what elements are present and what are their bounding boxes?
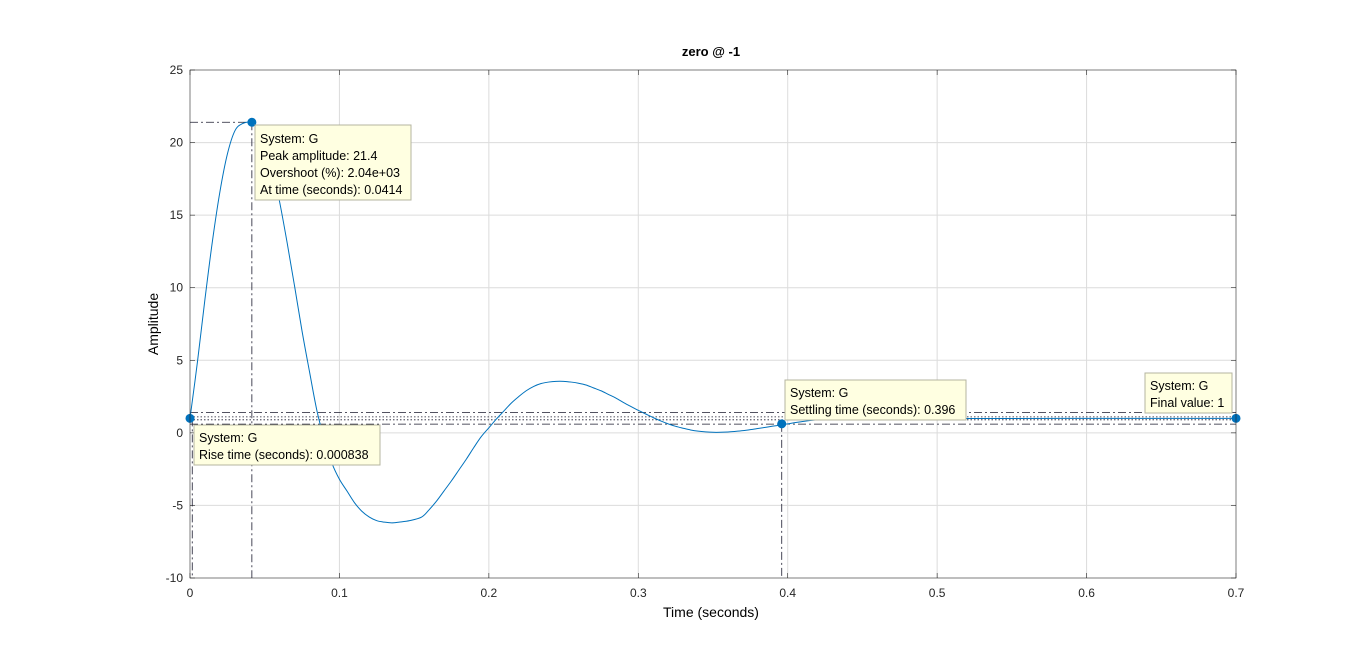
x-tick-label: 0.1 [331, 586, 348, 600]
x-tick-label: 0.3 [630, 586, 647, 600]
chart-title: zero @ -1 [682, 44, 740, 59]
y-tick-label: 5 [176, 353, 183, 367]
datatip-final-value-line-1: System: G [1150, 379, 1208, 393]
datatip-rise-time[interactable]: System: G Rise time (seconds): 0.000838 [193, 424, 381, 466]
characteristic-marker-lines [190, 121, 1236, 578]
datatip-settling-time[interactable]: System: G Settling time (seconds): 0.396 [784, 379, 967, 421]
y-tick-labels: -10 -5 0 5 10 15 20 25 [166, 63, 184, 585]
x-tick-label: 0.7 [1228, 586, 1245, 600]
y-tick-label: 25 [170, 63, 184, 77]
y-tick-label: 10 [170, 281, 184, 295]
datatip-final-value-box [1144, 372, 1233, 414]
x-tick-label: 0.6 [1078, 586, 1095, 600]
y-tick-label: -10 [166, 571, 184, 585]
datatip-peak-line-4: At time (seconds): 0.0414 [260, 183, 402, 197]
x-tick-label: 0.5 [929, 586, 946, 600]
datatip-settling-time-line-2: Settling time (seconds): 0.396 [790, 403, 955, 417]
datatip-settling-time-box [784, 379, 967, 421]
datatip-final-value-line-2: Final value: 1 [1150, 396, 1224, 410]
y-tick-label: 0 [176, 426, 183, 440]
datatip-rise-time-line-1: System: G [199, 431, 257, 445]
y-axis-label: Amplitude [145, 293, 161, 355]
datatip-peak-line-3: Overshoot (%): 2.04e+03 [260, 166, 400, 180]
datatip-peak[interactable]: System: G Peak amplitude: 21.4 Overshoot… [254, 124, 412, 201]
peak-point[interactable] [247, 117, 257, 127]
x-tick-label: 0 [187, 586, 194, 600]
x-tick-label: 0.2 [481, 586, 498, 600]
datatip-peak-line-1: System: G [260, 132, 318, 146]
datatip-peak-box [254, 124, 412, 201]
datatip-settling-time-line-1: System: G [790, 386, 848, 400]
x-axis-label: Time (seconds) [663, 604, 759, 620]
datatip-final-value[interactable]: System: G Final value: 1 [1144, 372, 1233, 414]
datatip-rise-time-box [193, 424, 381, 466]
y-tick-label: 15 [170, 208, 184, 222]
settling-point[interactable] [777, 419, 787, 429]
datatip-rise-time-line-2: Rise time (seconds): 0.000838 [199, 448, 369, 462]
datatip-peak-line-2: Peak amplitude: 21.4 [260, 149, 377, 163]
y-tick-label: 20 [170, 136, 184, 150]
x-tick-labels: 0 0.1 0.2 0.3 0.4 0.5 0.6 0.7 [187, 586, 1245, 600]
y-tick-label: -5 [172, 498, 183, 512]
x-tick-label: 0.4 [779, 586, 796, 600]
